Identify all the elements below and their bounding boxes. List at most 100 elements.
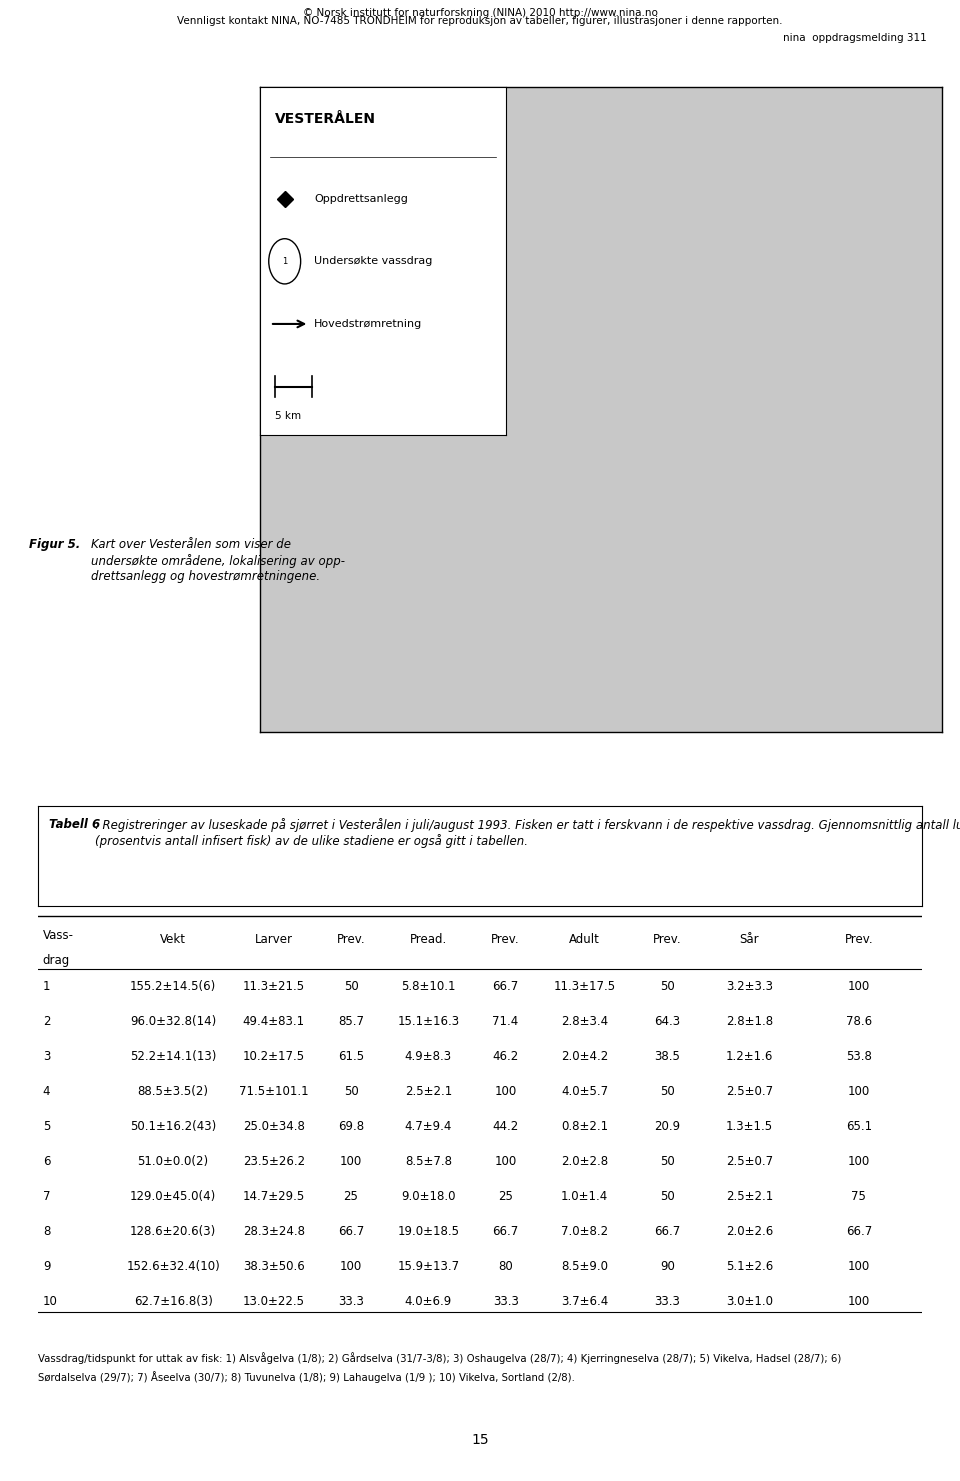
Text: © Norsk institutt for naturforskning (NINA) 2010 http://www.nina.no: © Norsk institutt for naturforskning (NI… bbox=[302, 7, 658, 18]
Text: 5 km: 5 km bbox=[275, 410, 301, 421]
Text: Vass-: Vass- bbox=[43, 929, 74, 942]
Text: 38.5: 38.5 bbox=[655, 1050, 681, 1063]
Text: Larver: Larver bbox=[254, 933, 293, 946]
Text: 69.8: 69.8 bbox=[338, 1120, 364, 1133]
Text: 1.0±1.4: 1.0±1.4 bbox=[561, 1189, 609, 1203]
Text: 3.2±3.3: 3.2±3.3 bbox=[726, 980, 773, 992]
Text: 49.4±83.1: 49.4±83.1 bbox=[243, 1014, 305, 1028]
Text: 6: 6 bbox=[43, 1155, 50, 1167]
Text: 28.3±24.8: 28.3±24.8 bbox=[243, 1225, 304, 1238]
Text: 5.8±10.1: 5.8±10.1 bbox=[401, 980, 456, 992]
Text: 25.0±34.8: 25.0±34.8 bbox=[243, 1120, 304, 1133]
Text: 1: 1 bbox=[282, 256, 287, 265]
Text: 15.9±13.7: 15.9±13.7 bbox=[397, 1260, 460, 1272]
Text: 100: 100 bbox=[848, 1084, 870, 1097]
Text: 62.7±16.8(3): 62.7±16.8(3) bbox=[133, 1294, 212, 1308]
Text: Adult: Adult bbox=[569, 933, 600, 946]
Text: 2.8±3.4: 2.8±3.4 bbox=[561, 1014, 609, 1028]
Text: 2.8±1.8: 2.8±1.8 bbox=[726, 1014, 773, 1028]
Text: 50: 50 bbox=[660, 1084, 675, 1097]
Text: 78.6: 78.6 bbox=[846, 1014, 872, 1028]
Text: 7: 7 bbox=[43, 1189, 50, 1203]
Text: 85.7: 85.7 bbox=[338, 1014, 364, 1028]
Text: 10: 10 bbox=[43, 1294, 58, 1308]
Text: 2.0±4.2: 2.0±4.2 bbox=[561, 1050, 609, 1063]
Text: 4: 4 bbox=[43, 1084, 50, 1097]
Text: Sår: Sår bbox=[739, 933, 759, 946]
Text: 15.1±16.3: 15.1±16.3 bbox=[397, 1014, 460, 1028]
Text: 50.1±16.2(43): 50.1±16.2(43) bbox=[130, 1120, 216, 1133]
Text: 2: 2 bbox=[43, 1014, 50, 1028]
Text: 15: 15 bbox=[471, 1432, 489, 1447]
Text: 128.6±20.6(3): 128.6±20.6(3) bbox=[130, 1225, 216, 1238]
Text: 4.0±6.9: 4.0±6.9 bbox=[405, 1294, 452, 1308]
Text: Figur 5.: Figur 5. bbox=[29, 538, 80, 551]
Text: Hovedstrømretning: Hovedstrømretning bbox=[314, 318, 422, 329]
Circle shape bbox=[269, 238, 300, 284]
Text: 100: 100 bbox=[848, 1260, 870, 1272]
Text: 1: 1 bbox=[43, 980, 50, 992]
Text: 33.3: 33.3 bbox=[492, 1294, 518, 1308]
Text: 50: 50 bbox=[660, 1155, 675, 1167]
Text: 38.3±50.6: 38.3±50.6 bbox=[243, 1260, 304, 1272]
Text: 5: 5 bbox=[43, 1120, 50, 1133]
Text: 4.0±5.7: 4.0±5.7 bbox=[561, 1084, 609, 1097]
Text: Prev.: Prev. bbox=[845, 933, 874, 946]
Text: 129.0±45.0(4): 129.0±45.0(4) bbox=[130, 1189, 216, 1203]
Text: 8.5±9.0: 8.5±9.0 bbox=[562, 1260, 608, 1272]
Text: 25: 25 bbox=[344, 1189, 358, 1203]
Text: 90: 90 bbox=[660, 1260, 675, 1272]
Text: Vassdrag/tidspunkt for uttak av fisk: 1) Alsvågelva (1/8); 2) Gårdselva (31/7-3/: Vassdrag/tidspunkt for uttak av fisk: 1)… bbox=[38, 1352, 842, 1364]
Text: 66.7: 66.7 bbox=[492, 1225, 518, 1238]
Text: 50: 50 bbox=[344, 1084, 358, 1097]
Text: Prev.: Prev. bbox=[653, 933, 682, 946]
Text: 4.7±9.4: 4.7±9.4 bbox=[405, 1120, 452, 1133]
Text: Pread.: Pread. bbox=[410, 933, 447, 946]
Text: 44.2: 44.2 bbox=[492, 1120, 518, 1133]
Text: Oppdrettsanlegg: Oppdrettsanlegg bbox=[314, 194, 408, 204]
Text: 7.0±8.2: 7.0±8.2 bbox=[561, 1225, 609, 1238]
Text: 9: 9 bbox=[43, 1260, 50, 1272]
Text: 1.3±1.5: 1.3±1.5 bbox=[726, 1120, 773, 1133]
Text: 100: 100 bbox=[340, 1155, 362, 1167]
Text: 100: 100 bbox=[848, 1294, 870, 1308]
Text: Prev.: Prev. bbox=[492, 933, 520, 946]
Text: 75: 75 bbox=[852, 1189, 866, 1203]
Text: 64.3: 64.3 bbox=[654, 1014, 681, 1028]
Text: 80: 80 bbox=[498, 1260, 513, 1272]
Text: 100: 100 bbox=[848, 980, 870, 992]
Text: 2.5±0.7: 2.5±0.7 bbox=[726, 1155, 773, 1167]
Text: 9.0±18.0: 9.0±18.0 bbox=[401, 1189, 456, 1203]
Text: 20.9: 20.9 bbox=[654, 1120, 681, 1133]
Text: 23.5±26.2: 23.5±26.2 bbox=[243, 1155, 305, 1167]
Text: Sørdalselva (29/7); 7) Åseelva (30/7); 8) Tuvunelva (1/8); 9) Lahaugelva (1/9 );: Sørdalselva (29/7); 7) Åseelva (30/7); 8… bbox=[38, 1371, 575, 1383]
Text: 19.0±18.5: 19.0±18.5 bbox=[397, 1225, 459, 1238]
Text: nina  oppdragsmelding 311: nina oppdragsmelding 311 bbox=[782, 33, 926, 43]
Text: 152.6±32.4(10): 152.6±32.4(10) bbox=[126, 1260, 220, 1272]
Text: Tabell 6: Tabell 6 bbox=[49, 818, 100, 831]
Text: 66.7: 66.7 bbox=[654, 1225, 681, 1238]
Text: 3.0±1.0: 3.0±1.0 bbox=[726, 1294, 773, 1308]
Text: Prev.: Prev. bbox=[337, 933, 366, 946]
Text: 50: 50 bbox=[660, 980, 675, 992]
Text: 3.7±6.4: 3.7±6.4 bbox=[561, 1294, 609, 1308]
Text: 71.4: 71.4 bbox=[492, 1014, 518, 1028]
Text: 50: 50 bbox=[660, 1189, 675, 1203]
Text: 33.3: 33.3 bbox=[655, 1294, 681, 1308]
Text: 25: 25 bbox=[498, 1189, 513, 1203]
Text: 5.1±2.6: 5.1±2.6 bbox=[726, 1260, 773, 1272]
Text: 53.8: 53.8 bbox=[846, 1050, 872, 1063]
Text: 2.0±2.8: 2.0±2.8 bbox=[561, 1155, 609, 1167]
Text: 33.3: 33.3 bbox=[338, 1294, 364, 1308]
Text: 66.7: 66.7 bbox=[338, 1225, 364, 1238]
Text: Vekt: Vekt bbox=[160, 933, 186, 946]
Text: 11.3±17.5: 11.3±17.5 bbox=[554, 980, 615, 992]
Text: 71.5±101.1: 71.5±101.1 bbox=[239, 1084, 308, 1097]
Text: 8.5±7.8: 8.5±7.8 bbox=[405, 1155, 452, 1167]
Text: 88.5±3.5(2): 88.5±3.5(2) bbox=[137, 1084, 208, 1097]
Text: 4.9±8.3: 4.9±8.3 bbox=[405, 1050, 452, 1063]
Text: 52.2±14.1(13): 52.2±14.1(13) bbox=[130, 1050, 216, 1063]
Text: drag: drag bbox=[43, 954, 70, 967]
Text: 100: 100 bbox=[494, 1155, 516, 1167]
Text: 66.7: 66.7 bbox=[492, 980, 518, 992]
